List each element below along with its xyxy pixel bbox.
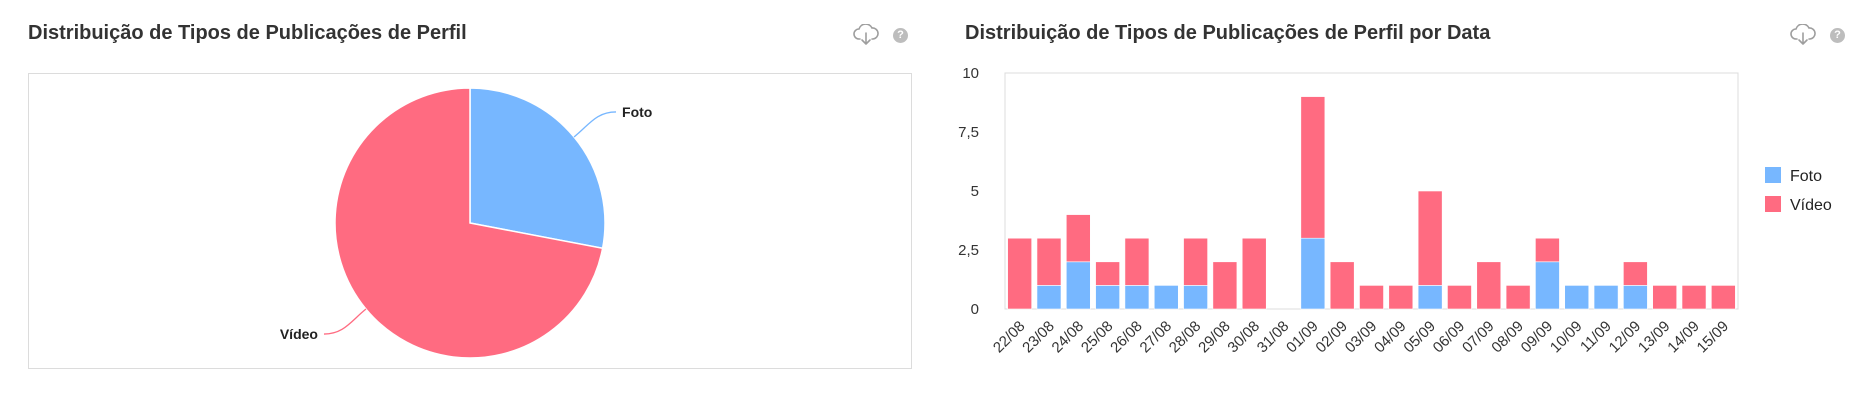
bar-foto-23-08[interactable] [1036,285,1062,310]
x-tick-label: 25/08 [1078,318,1117,357]
bar-vídeo-06-09[interactable] [1447,285,1472,310]
x-tick-label: 22/08 [990,318,1029,357]
legend-label-vídeo[interactable]: Vídeo [1790,197,1832,214]
bar-vídeo-01-09[interactable] [1300,96,1326,239]
bar-vídeo-14-09[interactable] [1681,285,1707,310]
bar-vídeo-04-09[interactable] [1388,285,1414,310]
bar-vídeo-28-08[interactable] [1183,237,1208,286]
x-tick-label: 12/09 [1606,318,1645,357]
pie-connector-vídeo [323,308,367,335]
x-tick-label: 11/09 [1577,318,1615,356]
bar-chart-title: Distribuição de Tipos de Publicações de … [965,22,1491,44]
x-tick-label: 27/08 [1137,318,1176,357]
bar-vídeo-29-08[interactable] [1212,261,1238,310]
x-tick-label: 30/08 [1224,318,1263,357]
x-tick-label: 31/08 [1254,318,1293,357]
bar-vídeo-25-08[interactable] [1095,261,1120,286]
bar-foto-26-08[interactable] [1124,285,1150,310]
y-tick-label: 5 [971,183,979,200]
pie-chart-title: Distribuição de Tipos de Publicações de … [28,22,467,44]
x-tick-label: 04/09 [1371,318,1410,357]
bar-chart-panel: Distribuição de Tipos de Publicações de … [935,0,1853,413]
bar-foto-25-08[interactable] [1095,285,1120,310]
bar-vídeo-26-08[interactable] [1124,237,1150,286]
stacked-bar-chart: 0 2,5 5 7,5 10 22/0823/0824/0825/0826/0827/08… [958,65,1832,357]
x-tick-label: 07/09 [1459,318,1498,357]
question-icon[interactable]: ? [1830,27,1845,43]
bar-vídeo-02-09[interactable] [1329,261,1355,310]
bar-vídeo-03-09[interactable] [1359,285,1384,310]
bar-foto-11-09[interactable] [1593,285,1619,310]
bar-vídeo-05-09[interactable] [1417,190,1443,286]
x-tick-label: 28/08 [1166,318,1205,357]
bar-chart-toolbar: ? [1790,24,1845,46]
bar-foto-10-09[interactable] [1564,285,1590,310]
x-tick-label: 01/09 [1283,318,1322,357]
x-tick-label: 29/08 [1195,318,1234,357]
bar-foto-27-08[interactable] [1153,285,1179,310]
y-tick-label: 2,5 [958,242,979,259]
bar-vídeo-09-09[interactable] [1535,237,1560,263]
y-tick-label: 0 [971,301,979,318]
bar-vídeo-30-08[interactable] [1241,237,1267,310]
y-tick-label: 7,5 [958,124,979,141]
pie-chart-panel: Distribuição de Tipos de Publicações de … [28,22,912,369]
pie-chart-area: Foto Vídeo [28,73,912,369]
y-tick-label: 10 [962,65,979,82]
bar-foto-28-08[interactable] [1183,285,1208,310]
x-tick-label: 08/09 [1488,318,1527,357]
pie-chart: Foto Vídeo [280,87,652,359]
bar-foto-05-09[interactable] [1417,285,1443,310]
pie-connector-foto [573,111,617,138]
legend-swatch-vídeo[interactable] [1765,196,1781,212]
bar-vídeo-22-08[interactable] [1007,237,1032,310]
bar-foto-09-09[interactable] [1535,261,1560,310]
bar-vídeo-23-08[interactable] [1036,237,1062,286]
bar-foto-12-09[interactable] [1623,285,1648,310]
bar-vídeo-13-09[interactable] [1652,285,1678,310]
x-tick-label: 09/09 [1518,318,1557,357]
x-tick-label: 05/09 [1400,318,1439,357]
bar-foto-24-08[interactable] [1065,261,1091,310]
bar-vídeo-08-09[interactable] [1505,285,1531,310]
x-tick-label: 14/09 [1664,318,1703,357]
bar-vídeo-07-09[interactable] [1476,261,1502,310]
pie-slice-vídeo[interactable] [334,87,604,359]
pie-chart-toolbar: ? [853,24,908,46]
legend-label-foto[interactable]: Foto [1790,168,1822,185]
cloud-download-icon[interactable] [1790,24,1816,46]
pie-slice-foto[interactable] [469,87,606,250]
cloud-download-icon[interactable] [853,24,879,46]
bar-vídeo-12-09[interactable] [1623,261,1648,286]
pie-label-foto: Foto [622,104,652,120]
bar-foto-01-09[interactable] [1300,237,1326,310]
bar-vídeo-15-09[interactable] [1711,285,1736,310]
x-tick-label: 02/09 [1312,318,1351,357]
bar-vídeo-24-08[interactable] [1065,214,1091,263]
x-tick-label: 15/09 [1694,318,1733,357]
pie-label-vídeo: Vídeo [280,326,318,342]
x-tick-label: 23/08 [1019,318,1058,357]
legend-swatch-foto[interactable] [1765,167,1781,183]
x-tick-label: 06/09 [1430,318,1469,357]
x-tick-label: 03/09 [1342,318,1381,357]
x-tick-label: 13/09 [1635,318,1674,357]
x-tick-label: 24/08 [1049,318,1088,357]
x-tick-label: 10/09 [1547,318,1586,357]
x-tick-label: 26/08 [1107,318,1146,357]
question-icon[interactable]: ? [893,27,908,43]
